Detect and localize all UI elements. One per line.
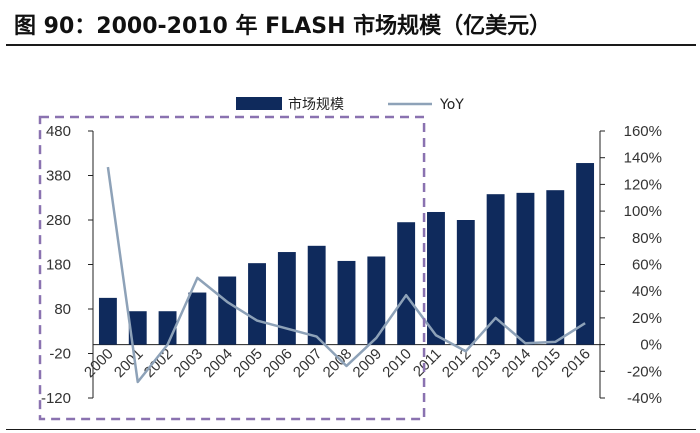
bar-2001 (128, 311, 147, 345)
right-tick-label: -40% (627, 390, 662, 407)
x-tick-label: 2002 (141, 345, 177, 381)
bar-2010 (397, 222, 416, 345)
highlight-box (38, 115, 426, 421)
x-tick-label: 2004 (200, 345, 236, 381)
left-tick-label: 180 (46, 257, 71, 274)
left-tick-label: 380 (46, 168, 71, 185)
bar-2016 (576, 163, 595, 345)
x-tick-label: 2003 (171, 345, 207, 381)
x-tick-label: 2013 (469, 345, 505, 381)
right-tick-label: 140% (624, 150, 662, 167)
x-tick-label: 2000 (81, 345, 117, 381)
bar-2003 (188, 292, 207, 345)
x-tick-label: 2005 (230, 345, 266, 381)
left-tick-label: 280 (46, 212, 71, 229)
figure-title: 图 90：2000-2010 年 FLASH 市场规模（亿美元） (14, 14, 552, 39)
x-tick-label: 2007 (290, 345, 326, 381)
legend-swatch-bar (236, 97, 282, 110)
right-tick-label: -20% (627, 363, 662, 380)
legend-label-line: YoY (439, 97, 464, 113)
x-tick-label: 2012 (439, 345, 475, 381)
bar-2009 (367, 256, 386, 345)
left-tick-label: 480 (46, 123, 71, 140)
right-tick-label: 20% (632, 310, 662, 327)
title-bar: 图 90：2000-2010 年 FLASH 市场规模（亿美元） (0, 0, 700, 44)
bar-2012 (456, 220, 475, 345)
bottom-rule (6, 429, 696, 430)
legend-label-bar: 市场规模 (288, 96, 344, 113)
right-tick-label: 100% (624, 203, 662, 220)
right-tick-label: 80% (632, 230, 662, 247)
right-tick-label: 120% (624, 176, 662, 193)
right-tick-label: 0% (640, 337, 662, 354)
x-tick-label: 2006 (260, 345, 296, 381)
bar-2006 (277, 252, 296, 345)
bar-2000 (98, 297, 117, 345)
bar-2005 (248, 263, 266, 345)
x-tick-label: 2015 (528, 345, 564, 381)
left-tick-label: -120 (41, 390, 71, 407)
bar-2007 (307, 245, 326, 345)
x-tick-label: 2009 (350, 345, 386, 381)
right-tick-label: 60% (632, 257, 662, 274)
title-rule (6, 44, 696, 46)
x-tick-label: 2014 (499, 345, 535, 381)
bar-2004 (218, 276, 237, 345)
left-tick-label: 80 (54, 301, 71, 318)
bar-2011 (427, 211, 445, 345)
bar-2008 (337, 260, 356, 345)
left-tick-label: -20 (49, 346, 71, 363)
bar-2015 (546, 190, 565, 345)
right-tick-label: 40% (632, 283, 662, 300)
x-tick-label: 2016 (558, 345, 594, 381)
right-tick-label: 160% (624, 123, 662, 140)
x-tick-label: 2011 (410, 345, 445, 380)
x-tick-label: 2010 (379, 345, 415, 381)
bar-2013 (486, 194, 505, 345)
bar-2014 (516, 192, 535, 345)
